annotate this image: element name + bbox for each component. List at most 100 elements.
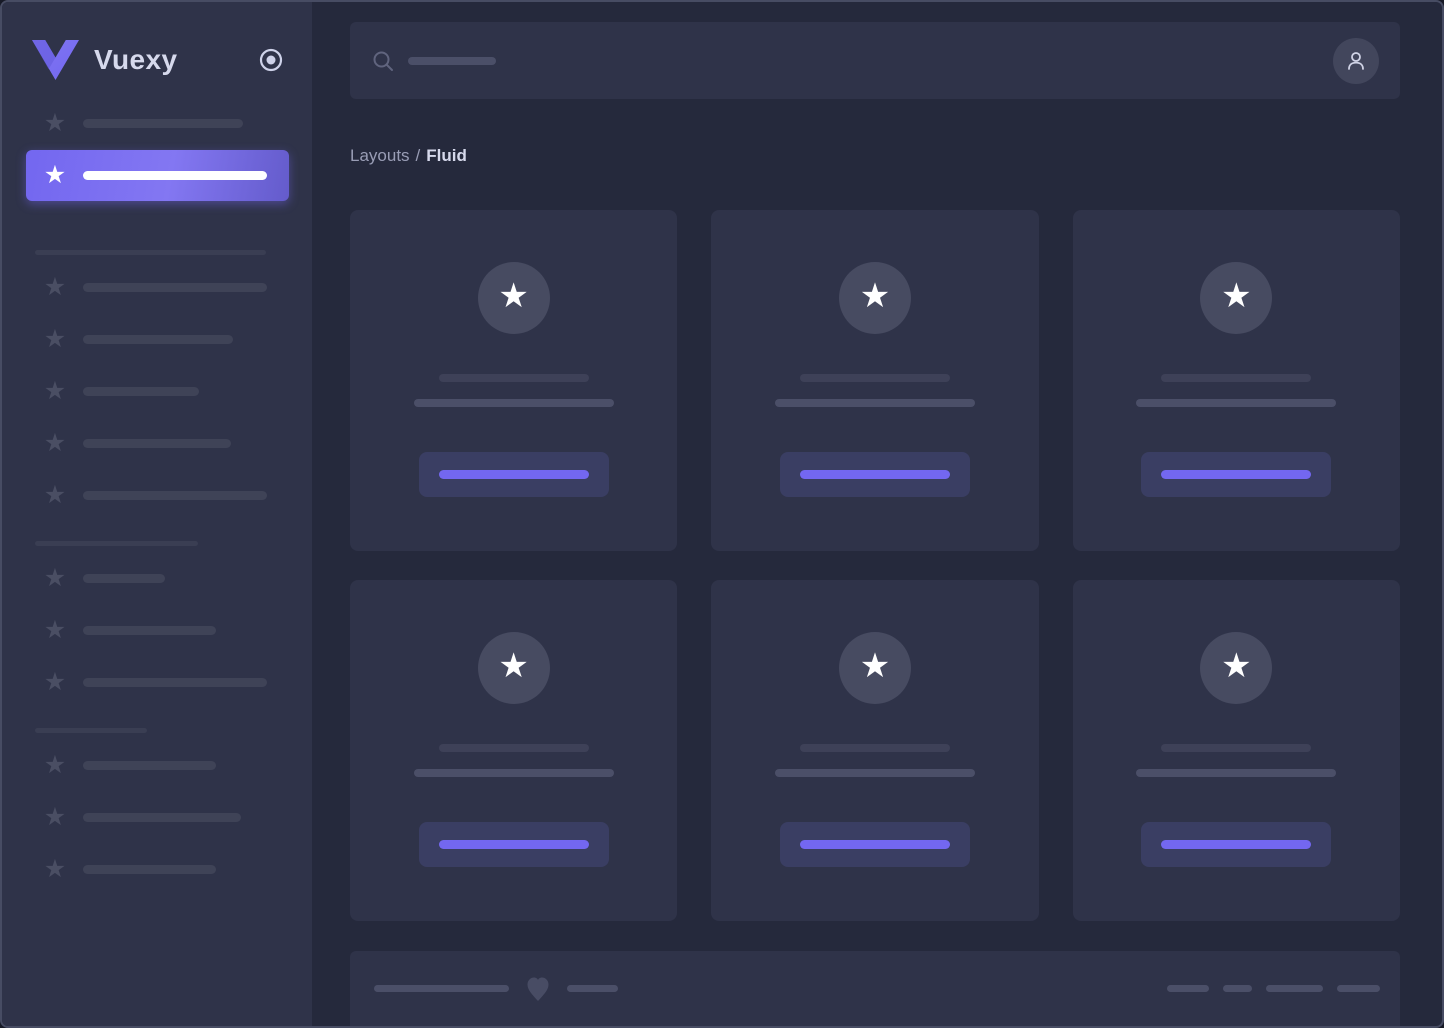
card: ★ bbox=[1072, 210, 1400, 551]
card-title-bar bbox=[438, 744, 589, 752]
sidebar-pin-toggle-icon[interactable] bbox=[259, 48, 283, 72]
star-icon: ★ bbox=[43, 802, 67, 831]
footer-text-bar bbox=[567, 985, 618, 992]
breadcrumb: Layouts / Fluid bbox=[350, 146, 1400, 166]
button-label-bar bbox=[799, 470, 950, 479]
star-icon: ★ bbox=[43, 376, 67, 405]
sidebar-item[interactable]: ★ bbox=[42, 480, 312, 509]
sidebar-item-label-bar bbox=[83, 573, 165, 583]
star-icon: ★ bbox=[43, 108, 67, 137]
sidebar-item-label-bar bbox=[83, 677, 267, 687]
card-avatar: ★ bbox=[477, 632, 550, 704]
footer-link-bar bbox=[1337, 985, 1380, 992]
sidebar-section-items: ★ ★ ★ bbox=[2, 563, 312, 696]
sidebar-item[interactable]: ★ bbox=[42, 563, 312, 592]
star-icon: ★ bbox=[498, 277, 529, 315]
star-icon: ★ bbox=[43, 272, 67, 301]
button-label-bar bbox=[438, 840, 589, 849]
breadcrumb-current: Fluid bbox=[426, 146, 467, 165]
sidebar-item[interactable]: ★ bbox=[42, 428, 312, 457]
card-subtitle-bar bbox=[413, 769, 614, 777]
card-subtitle-bar bbox=[413, 399, 614, 407]
sidebar-item-label-bar bbox=[83, 490, 267, 500]
sidebar-item[interactable]: ★ bbox=[42, 667, 312, 696]
star-icon: ★ bbox=[43, 480, 67, 509]
star-icon: ★ bbox=[43, 324, 67, 353]
sidebar-section: ★ ★ ★ bbox=[2, 728, 312, 881]
sidebar-section: ★ ★ ★ bbox=[2, 541, 312, 694]
sidebar-item-label-bar bbox=[83, 171, 267, 180]
brand: Vuexy bbox=[2, 2, 312, 80]
sidebar-item[interactable]: ★ bbox=[42, 272, 312, 301]
sidebar-section-header-bar bbox=[35, 541, 198, 546]
star-icon: ★ bbox=[859, 277, 891, 315]
card-subtitle-bar bbox=[1136, 399, 1337, 407]
sidebar-item-label-bar bbox=[83, 760, 216, 770]
sidebar-item-label-bar bbox=[83, 334, 233, 344]
star-icon: ★ bbox=[43, 750, 67, 779]
card-avatar: ★ bbox=[838, 262, 911, 334]
card-subtitle-bar bbox=[1136, 769, 1337, 777]
card-title-bar bbox=[1161, 374, 1312, 382]
sidebar-section: ★ ★ ★ ★ ★ bbox=[2, 250, 312, 507]
search-input[interactable] bbox=[372, 50, 1333, 72]
card-action-button[interactable] bbox=[418, 822, 609, 867]
brand-name: Vuexy bbox=[94, 44, 178, 75]
card-action-button[interactable] bbox=[1141, 452, 1332, 497]
sidebar-item[interactable]: ★ bbox=[42, 108, 312, 137]
sidebar-section-header-bar bbox=[35, 728, 147, 733]
star-icon: ★ bbox=[1221, 647, 1252, 685]
card-subtitle-bar bbox=[774, 769, 975, 777]
star-icon: ★ bbox=[43, 563, 67, 592]
search-icon bbox=[373, 51, 393, 71]
person-icon bbox=[1348, 51, 1364, 70]
card-subtitle-bar bbox=[774, 399, 975, 407]
sidebar-section-header-bar bbox=[35, 250, 266, 255]
star-icon: ★ bbox=[43, 667, 67, 696]
star-icon: ★ bbox=[1221, 277, 1252, 315]
button-label-bar bbox=[1161, 840, 1312, 849]
search-placeholder-bar bbox=[408, 56, 496, 65]
sidebar-item[interactable]: ★ bbox=[42, 802, 312, 831]
footer-link-bar bbox=[1266, 985, 1323, 992]
card-avatar: ★ bbox=[477, 262, 550, 334]
star-icon: ★ bbox=[498, 647, 529, 685]
top-navbar bbox=[350, 22, 1400, 99]
breadcrumb-parent[interactable]: Layouts bbox=[350, 146, 410, 165]
sidebar-item-label-bar bbox=[83, 386, 199, 396]
card-action-button[interactable] bbox=[779, 822, 970, 867]
card-title-bar bbox=[438, 374, 589, 382]
card: ★ bbox=[711, 580, 1039, 921]
card-avatar: ★ bbox=[1200, 632, 1273, 704]
user-avatar[interactable] bbox=[1333, 37, 1379, 84]
footer-links bbox=[1167, 985, 1380, 992]
sidebar-item-active[interactable]: ★ bbox=[26, 150, 289, 201]
sidebar-item[interactable]: ★ bbox=[42, 376, 312, 405]
sidebar: Vuexy ★ ★ ★ ★ ★ ★ ★ ★ ★ bbox=[2, 2, 312, 1026]
card-avatar: ★ bbox=[1200, 262, 1273, 334]
card-action-button[interactable] bbox=[1141, 822, 1332, 867]
sidebar-item[interactable]: ★ bbox=[42, 750, 312, 779]
footer-link-bar bbox=[1223, 985, 1252, 992]
cards-grid: ★ ★ ★ ★ ★ bbox=[350, 210, 1400, 921]
sidebar-item[interactable]: ★ bbox=[42, 324, 312, 353]
sidebar-item-label-bar bbox=[83, 864, 216, 874]
footer-link-bar bbox=[1167, 985, 1209, 992]
sidebar-item[interactable]: ★ bbox=[42, 856, 312, 881]
footer-text-bar bbox=[374, 985, 509, 992]
vuexy-logo-icon bbox=[32, 40, 79, 80]
sidebar-section-items: ★ ★ ★ ★ ★ bbox=[2, 272, 312, 509]
star-icon: ★ bbox=[43, 161, 67, 189]
card-action-button[interactable] bbox=[418, 452, 609, 497]
card: ★ bbox=[1072, 580, 1400, 921]
button-label-bar bbox=[799, 840, 950, 849]
sidebar-item-label-bar bbox=[83, 438, 231, 448]
card: ★ bbox=[350, 580, 678, 921]
sidebar-item[interactable]: ★ bbox=[42, 617, 312, 642]
card: ★ bbox=[711, 210, 1039, 551]
button-label-bar bbox=[1161, 470, 1312, 479]
card-action-button[interactable] bbox=[779, 452, 970, 497]
star-icon: ★ bbox=[43, 428, 67, 457]
button-label-bar bbox=[438, 470, 589, 479]
